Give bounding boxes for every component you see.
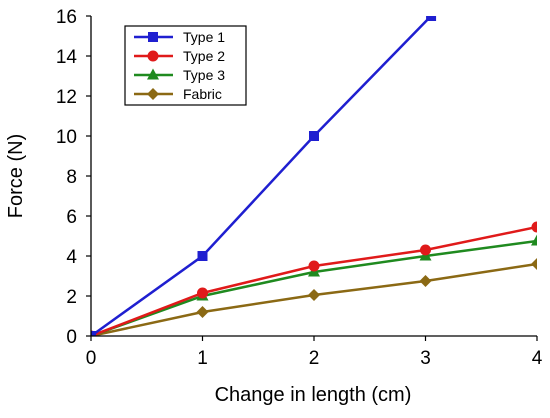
data-point-type-1	[426, 16, 437, 21]
y-axis-title: Force (N)	[5, 134, 27, 218]
y-tick-label: 2	[66, 287, 77, 308]
x-axis-title: Change in length (cm)	[215, 384, 412, 406]
data-point-type-3	[531, 234, 537, 246]
legend-marker-fabric	[147, 88, 159, 100]
series-group	[91, 16, 537, 336]
data-point-type-1	[309, 131, 319, 141]
x-tick-label: 3	[420, 348, 431, 369]
series-line-type-2	[91, 225, 537, 336]
series-type-3	[91, 234, 537, 336]
x-tick-label: 4	[532, 348, 543, 369]
data-point-type-2	[420, 244, 431, 256]
legend-marker-type-2	[147, 50, 159, 62]
legend-label-type-2: Type 2	[183, 48, 225, 64]
legend: Type 1 Type 2 Type 3 Fabric	[124, 25, 247, 106]
series-type-2	[91, 221, 537, 336]
y-tick-label: 0	[66, 327, 77, 348]
y-tick-label: 10	[56, 127, 77, 148]
legend-marker-type-1	[148, 32, 158, 42]
series-fabric	[91, 258, 537, 336]
y-tick-label: 6	[66, 207, 77, 228]
data-point-type-1	[91, 331, 96, 336]
data-point-type-2	[197, 287, 208, 299]
legend-marker-type-3	[147, 68, 159, 80]
series-type-1	[91, 16, 437, 336]
legend-label-fabric: Fabric	[183, 86, 222, 102]
y-tick-label: 16	[56, 7, 77, 28]
x-tick-label: 1	[197, 348, 208, 369]
data-point-fabric	[196, 306, 209, 318]
y-tick-label: 14	[56, 47, 78, 68]
data-point-type-2	[308, 260, 320, 272]
data-point-fabric	[308, 289, 320, 301]
data-point-type-2	[531, 221, 537, 233]
legend-box	[124, 25, 247, 106]
series-line-type-1	[91, 16, 432, 336]
data-point-fabric	[419, 275, 432, 287]
x-tick-label: 2	[309, 348, 320, 369]
x-tick-label: 0	[86, 348, 97, 369]
plot-layer	[91, 16, 537, 336]
legend-label-type-3: Type 3	[183, 67, 225, 83]
legend-label-type-1: Type 1	[183, 29, 225, 45]
y-tick-label: 8	[66, 167, 77, 188]
y-tick-label: 12	[56, 87, 77, 108]
data-point-type-1	[197, 251, 208, 261]
data-point-fabric	[531, 258, 537, 270]
y-tick-label: 4	[66, 247, 77, 268]
